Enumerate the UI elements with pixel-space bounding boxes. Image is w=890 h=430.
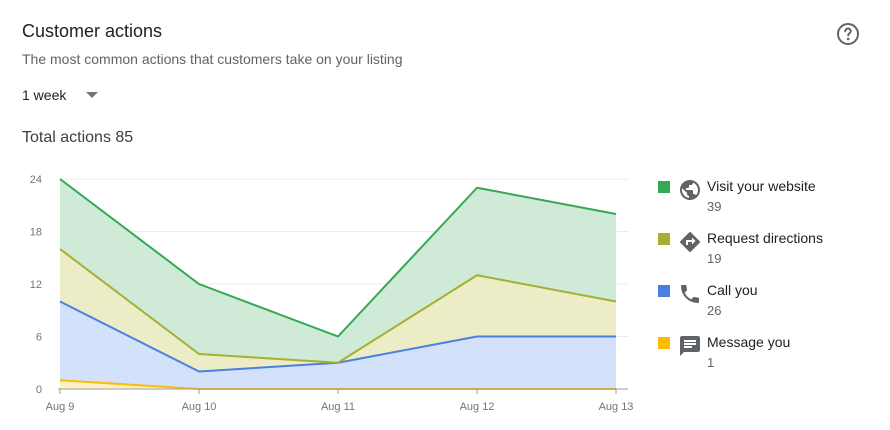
legend-label: Call you: [707, 282, 758, 298]
legend-value: 19: [707, 251, 722, 266]
area-call-you: [60, 301, 616, 389]
y-tick-label: 0: [36, 384, 42, 396]
page-subtitle: The most common actions that customers t…: [22, 51, 403, 67]
y-tick-label: 6: [36, 332, 42, 344]
legend-value: 1: [707, 355, 715, 370]
legend-value: 39: [707, 199, 722, 214]
y-tick-label: 12: [30, 279, 42, 291]
customer-actions-chart: 0 6 12 18 24 Aug 9 Aug 10 Aug 11 Aug 12 Aug 13: [30, 174, 634, 413]
y-tick-label: 18: [30, 227, 42, 239]
legend-value: 26: [707, 303, 722, 318]
legend-swatch: [658, 285, 670, 297]
total-actions: Total actions 85: [22, 129, 134, 146]
directions-icon: [680, 231, 701, 252]
period-dropdown[interactable]: 1 week: [22, 87, 99, 103]
legend-item-request-directions[interactable]: Request directions 19: [658, 228, 883, 280]
page-title: Customer actions: [22, 21, 163, 41]
area-visit-your-website: [60, 179, 616, 363]
message-icon: [680, 336, 700, 356]
chart-legend: Visit your website 39 Request directions…: [658, 176, 883, 384]
help-circle-icon[interactable]: [836, 22, 860, 46]
legend-swatch: [658, 233, 670, 245]
phone-icon: [681, 285, 699, 303]
legend-swatch: [658, 181, 670, 193]
line-request-directions: [59, 248, 617, 364]
x-tick-label: Aug 10: [182, 401, 217, 413]
legend-swatch: [658, 337, 670, 349]
x-tick-label: Aug 12: [460, 401, 495, 413]
area-message-you: [60, 380, 616, 389]
legend-item-message-you[interactable]: Message you 1: [658, 332, 883, 384]
legend-label: Message you: [707, 334, 791, 350]
line-visit-your-website: [59, 178, 617, 338]
x-tick-label: Aug 9: [46, 401, 75, 413]
legend-label: Visit your website: [707, 178, 816, 194]
x-tick-label: Aug 11: [321, 401, 355, 413]
y-tick-label: 24: [30, 174, 42, 186]
x-tick-label: Aug 13: [599, 401, 634, 413]
legend-item-visit-website[interactable]: Visit your website 39: [658, 176, 883, 228]
legend-label: Request directions: [707, 230, 823, 246]
legend-item-call-you[interactable]: Call you 26: [658, 280, 883, 332]
area-request-directions: [60, 249, 616, 372]
chevron-down-icon: [86, 92, 99, 98]
period-selected-value: 1 week: [22, 87, 67, 103]
globe-icon: [680, 180, 700, 200]
